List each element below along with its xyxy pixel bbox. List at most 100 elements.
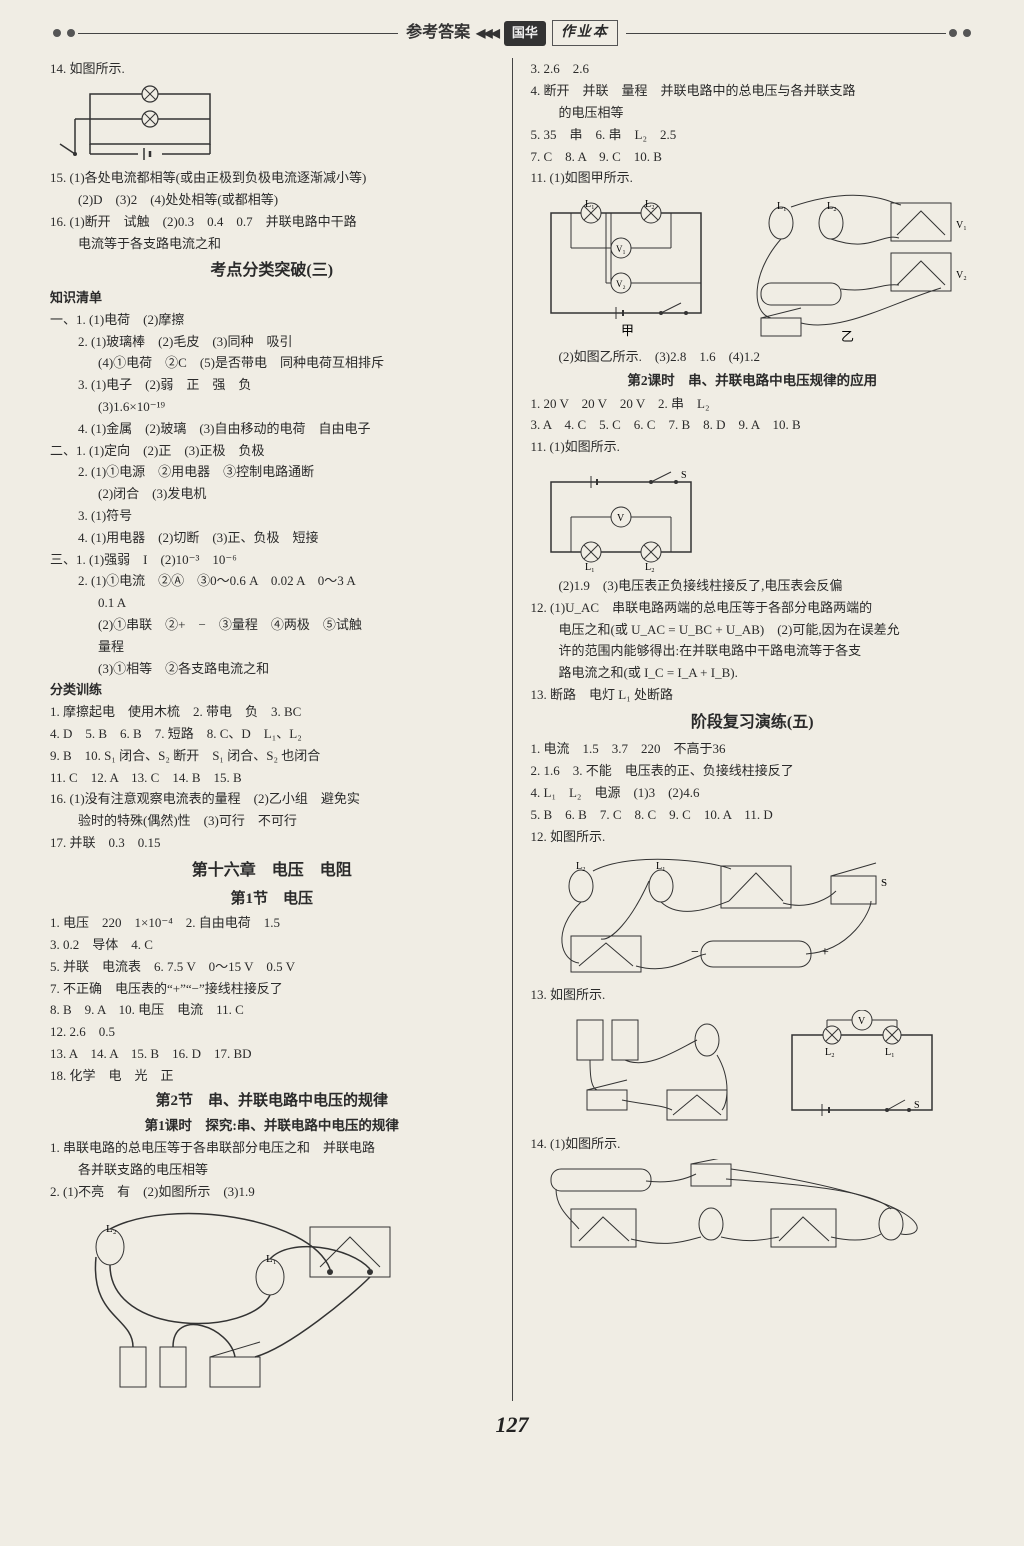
svg-text:L₂: L₂ — [825, 1047, 835, 1058]
ans-line: 9. B 10. S₁ 闭合、S₂ 断开 S₁ 闭合、S₂ 也闭合 — [50, 746, 494, 767]
lesson-heading: 第2课时 串、并联电路中电压规律的应用 — [531, 370, 975, 392]
rule — [626, 33, 946, 34]
ans-line: (2)闭合 (3)发电机 — [50, 484, 494, 505]
ans-line: 5. B 6. B 7. C 8. C 9. C 10. A 11. D — [531, 805, 975, 826]
header-title: 参考答案 ◀◀◀ 国华 作业本 — [406, 20, 618, 46]
circuit-diagram-icon — [557, 1010, 757, 1130]
ans-line: 电压之和(或 U_AC = U_BC + U_AB) (2)可能,因为在误差允 — [531, 620, 975, 641]
ans-line: 12. (1)U_AC 串联电路两端的总电压等于各部分电路两端的 — [531, 598, 975, 619]
dot-left — [53, 29, 61, 37]
section-heading: 第1节 电压 — [50, 887, 494, 911]
circuit-diagram-icon: L₂ L₁ — [50, 1207, 410, 1397]
svg-text:L₁: L₁ — [777, 201, 787, 212]
ans-line: (2)如图乙所示. (3)2.8 1.6 (4)1.2 — [531, 347, 975, 368]
title-answers: 参考答案 — [406, 20, 470, 46]
svg-text:V₁: V₁ — [616, 244, 626, 254]
page-number: 127 — [50, 1407, 974, 1442]
circuit-diagram-icon — [531, 1159, 971, 1254]
svg-text:V₁: V₁ — [956, 220, 967, 231]
ans-line: 5. 并联 电流表 6. 7.5 V 0～15 V 0.5 V — [50, 957, 494, 978]
ans-line: (3)1.6×10⁻¹⁹ — [50, 397, 494, 418]
ans-line: 14. 如图所示. — [50, 59, 494, 80]
figure-12: L₂ L₁ S +− — [531, 851, 975, 981]
ans-line: 1. 20 V 20 V 20 V 2. 串 L₂ — [531, 394, 975, 415]
ans-line: 2. (1)①电流 ②Ⓐ ③0～0.6 A 0.02 A 0～3 A — [50, 571, 494, 592]
ans-line: 18. 化学 电 光 正 — [50, 1066, 494, 1087]
svg-text:L₂: L₂ — [645, 562, 655, 572]
ans-line: 4. 断开 并联 量程 并联电路中的总电压与各并联支路 — [531, 81, 975, 102]
ans-line: 3. 0.2 导体 4. C — [50, 935, 494, 956]
ans-line: 8. B 9. A 10. 电压 电流 11. C — [50, 1000, 494, 1021]
svg-text:S: S — [681, 470, 687, 481]
ans-line: 4. D 5. B 6. B 7. 短路 8. C、D L₁、L₂ — [50, 724, 494, 745]
subsection-label: 分类训练 — [50, 680, 494, 701]
ans-line: 13. 断路 电灯 L₁ 处断路 — [531, 685, 975, 706]
fig-label-jia: 甲 — [621, 323, 634, 338]
ans-line: 3. (1)符号 — [50, 506, 494, 527]
ans-line: (2)1.9 (3)电压表正负接线柱接反了,电压表会反偏 — [531, 576, 975, 597]
ans-line: 路电流之和(或 I_C = I_A + I_B). — [531, 663, 975, 684]
ans-line: 11. C 12. A 13. C 14. B 15. B — [50, 768, 494, 789]
ans-line: (4)①电荷 ②C (5)是否带电 同种电荷互相排斥 — [50, 353, 494, 374]
content-columns: 14. 如图所示. — [50, 58, 974, 1400]
circuit-diagram-icon: L₂ L₁ S +− — [531, 851, 971, 981]
figure-13: V L₂ L₁ S — [531, 1010, 975, 1130]
header-rule: 参考答案 ◀◀◀ 国华 作业本 — [50, 20, 974, 46]
figure-jia-yi: L₁ L₂ V₁ V₂ 甲 — [531, 193, 975, 343]
lesson-heading: 第1课时 探究:串、并联电路中电压的规律 — [50, 1115, 494, 1137]
fig-yi-group: L₁ L₂ V₁ V₂ 乙 — [757, 195, 967, 343]
figure-14 — [50, 84, 494, 164]
ans-line: 1. 电流 1.5 3.7 220 不高于36 — [531, 739, 975, 760]
circuit-diagram-icon — [50, 84, 250, 164]
svg-text:V₂: V₂ — [956, 270, 967, 281]
figure-circuit-bottom-left: L₂ L₁ — [50, 1207, 494, 1397]
ans-line: (3)①相等 ②各支路电流之和 — [50, 659, 494, 680]
svg-text:+: + — [821, 945, 829, 960]
ans-line: 量程 — [50, 637, 494, 658]
svg-text:L₁: L₁ — [885, 1047, 895, 1058]
ans-line: 4. L₁ L₂ 电源 (1)3 (2)4.6 — [531, 783, 975, 804]
ans-line: 2. (1)玻璃棒 (2)毛皮 (3)同种 吸引 — [50, 332, 494, 353]
ans-line: 3. A 4. C 5. C 6. C 7. B 8. D 9. A 10. B — [531, 415, 975, 436]
ans-line: (2)①串联 ②+ − ③量程 ④两极 ⑤试触 — [50, 615, 494, 636]
ans-line: 2. (1)不亮 有 (2)如图所示 (3)1.9 — [50, 1182, 494, 1203]
title-triangles: ◀◀◀ — [476, 24, 498, 43]
circuit-diagram-icon: L₁ L₂ V₁ V₂ 甲 — [531, 193, 971, 343]
ans-line: 各并联支路的电压相等 — [50, 1160, 494, 1181]
column-divider — [512, 58, 513, 1400]
svg-text:L₂: L₂ — [827, 201, 837, 212]
ans-line: 1. 电压 220 1×10⁻⁴ 2. 自由电荷 1.5 — [50, 913, 494, 934]
ans-line: 13. 如图所示. — [531, 985, 975, 1006]
dot-right — [963, 29, 971, 37]
figure-mid-right: L₁ L₂ V S — [531, 462, 975, 572]
right-column: 3. 2.6 2.6 4. 断开 并联 量程 并联电路中的总电压与各并联支路 的… — [531, 58, 975, 1400]
ans-line: 14. (1)如图所示. — [531, 1134, 975, 1155]
ans-line: 1. 摩擦起电 使用木梳 2. 带电 负 3. BC — [50, 702, 494, 723]
dot-left — [67, 29, 75, 37]
section-heading: 阶段复习演练(五) — [531, 710, 975, 736]
svg-text:L₁: L₁ — [656, 861, 666, 872]
ans-line: 15. (1)各处电流都相等(或由正极到负极电流逐渐减小等) — [50, 168, 494, 189]
ans-line: 4. (1)用电器 (2)切断 (3)正、负极 短接 — [50, 528, 494, 549]
page: 参考答案 ◀◀◀ 国华 作业本 14. 如图所示. — [0, 0, 1024, 1546]
svg-text:V₂: V₂ — [616, 279, 626, 289]
ans-line: 三、1. (1)强弱 I (2)10⁻³ 10⁻⁶ — [50, 550, 494, 571]
ans-line: 13. A 14. A 15. B 16. D 17. BD — [50, 1044, 494, 1065]
ans-line: 12. 如图所示. — [531, 827, 975, 848]
ans-line: 电流等于各支路电流之和 — [50, 234, 494, 255]
ans-line: 的电压相等 — [531, 103, 975, 124]
svg-text:L₁: L₁ — [585, 562, 595, 572]
ans-line: 3. (1)电子 (2)弱 正 强 负 — [50, 375, 494, 396]
ans-line: 16. (1)没有注意观察电流表的量程 (2)乙小组 避免实 — [50, 789, 494, 810]
chapter-heading: 第十六章 电压 电阻 — [50, 858, 494, 884]
svg-text:S: S — [881, 877, 887, 889]
ans-line: 11. (1)如图所示. — [531, 437, 975, 458]
rule — [78, 33, 398, 34]
ans-line: 验时的特殊(偶然)性 (3)可行 不可行 — [50, 811, 494, 832]
workbook-label: 作业本 — [552, 20, 618, 46]
ans-line: 11. (1)如图甲所示. — [531, 168, 975, 189]
svg-text:S: S — [914, 1100, 920, 1111]
fig-label-yi: 乙 — [841, 329, 854, 343]
ans-line: 2. (1)①电源 ②用电器 ③控制电路通断 — [50, 462, 494, 483]
svg-text:V: V — [617, 513, 625, 524]
